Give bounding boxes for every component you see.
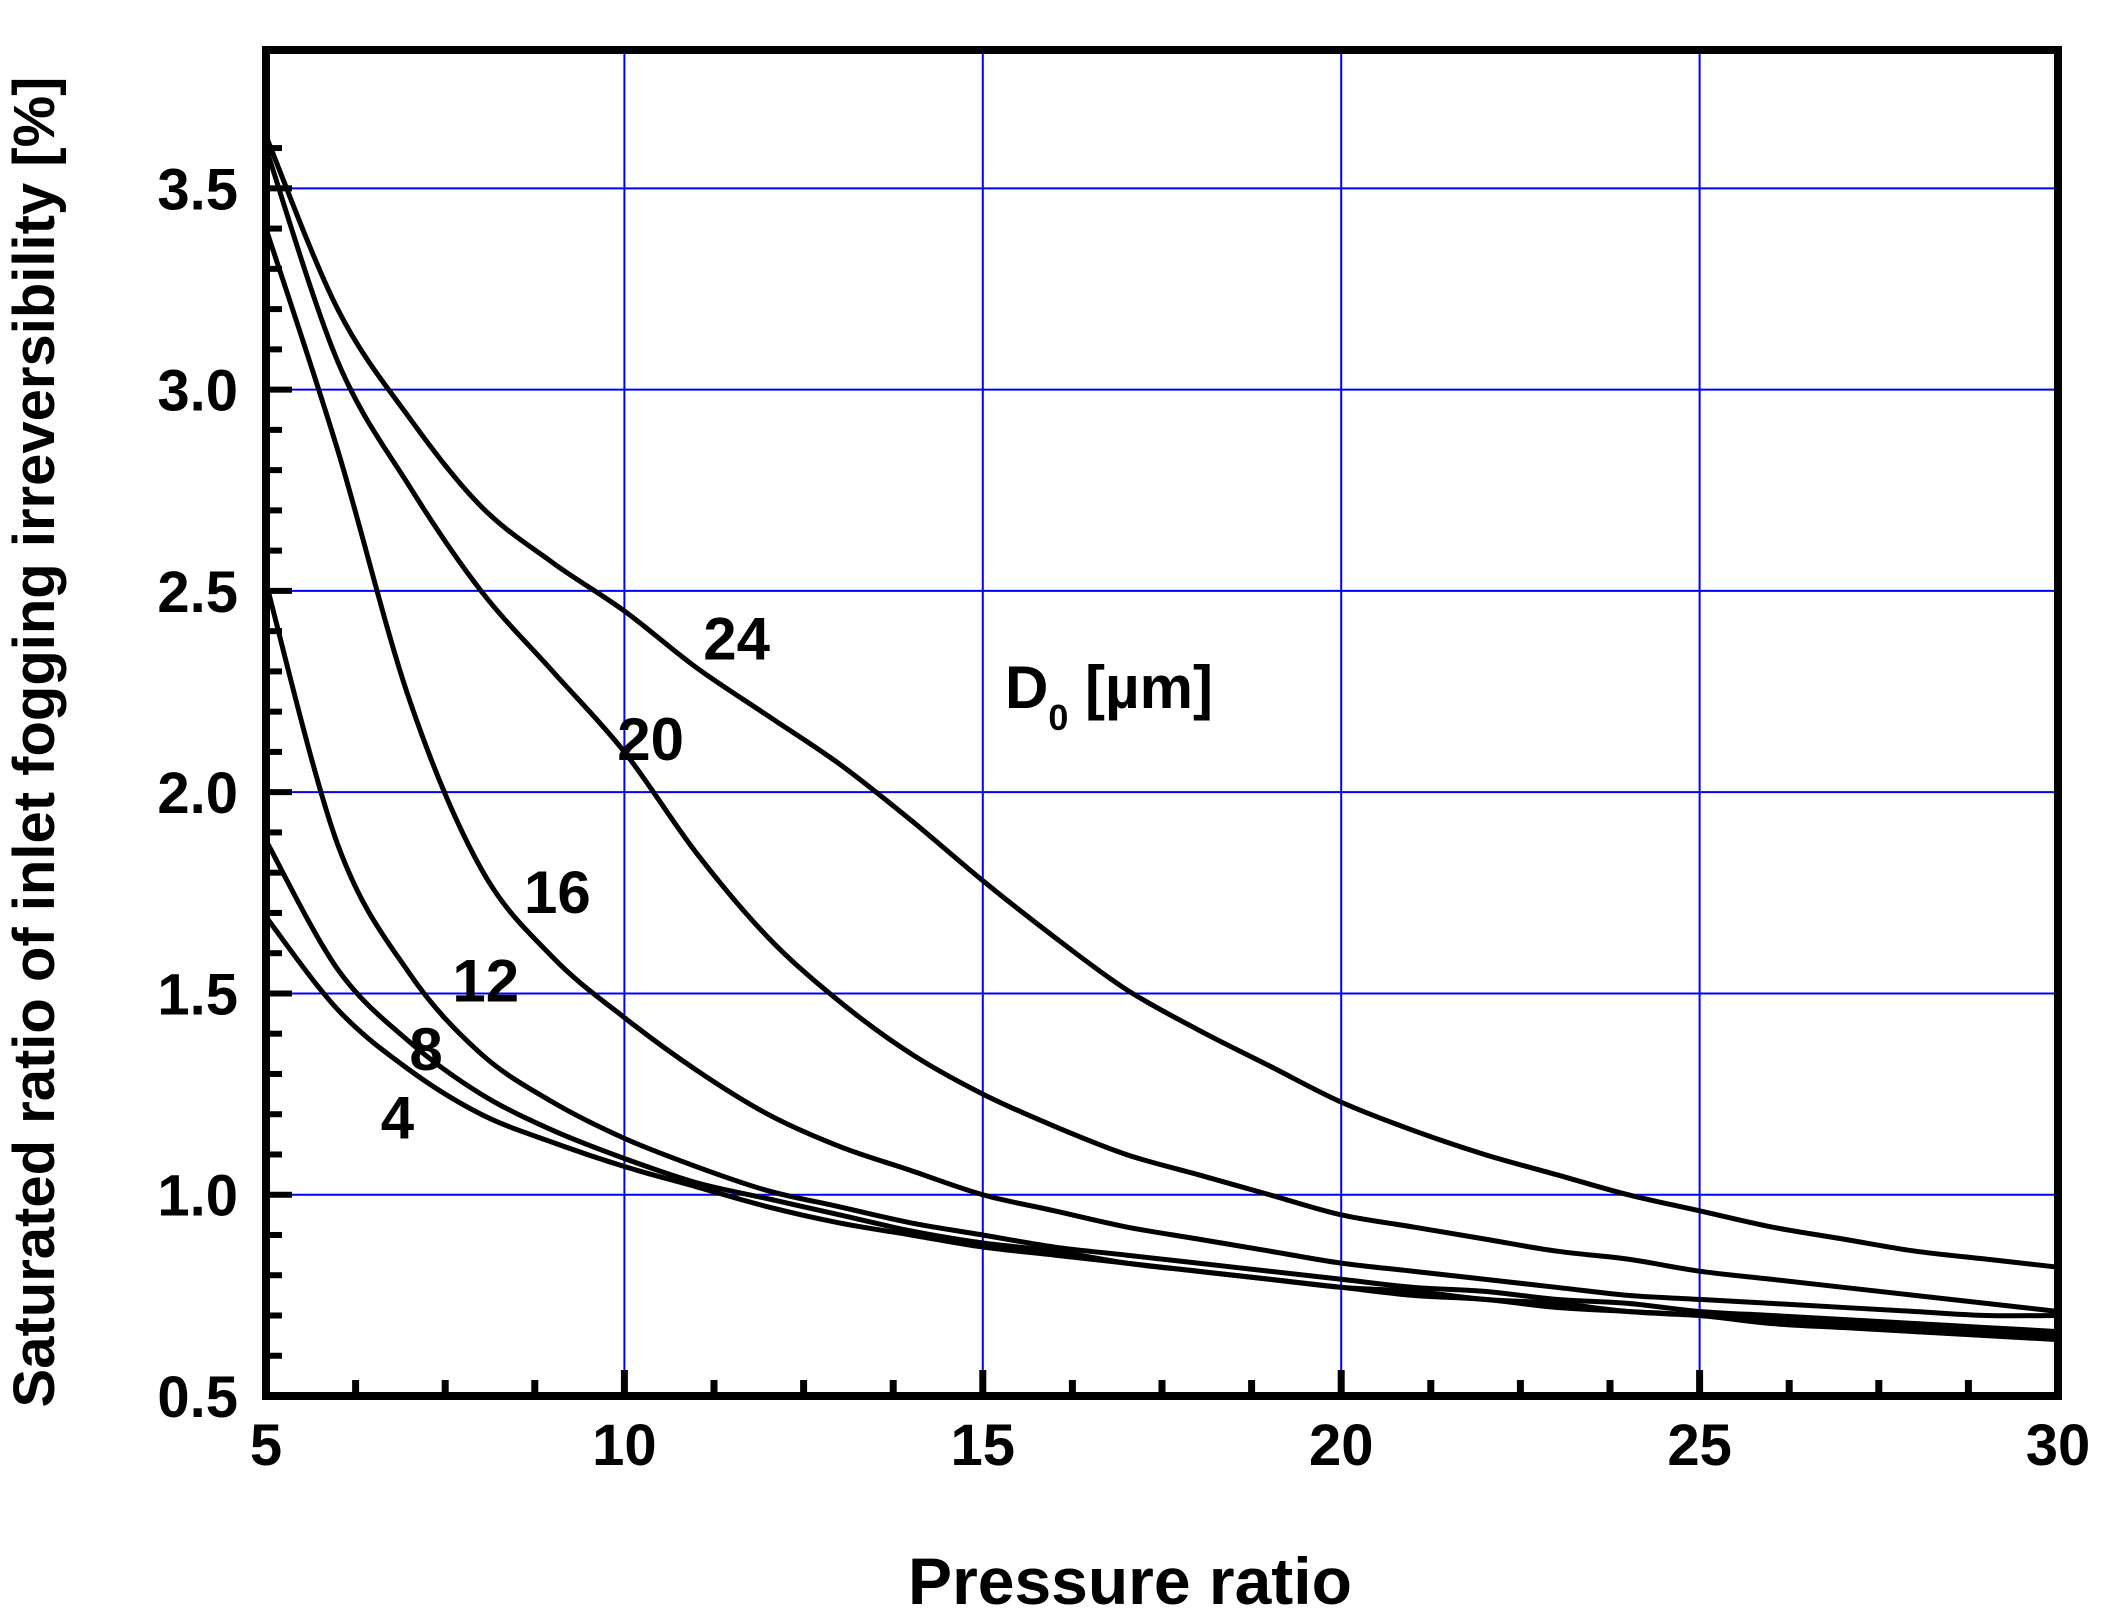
y-tick-label: 1.5 — [157, 962, 238, 1027]
series-line-4 — [264, 915, 2059, 1343]
tick-labels: 5 10 15 20 25 30 0.5 1.0 1.5 2.0 2.5 3.0 3.5 — [157, 157, 2090, 1478]
series-line-20 — [263, 147, 2059, 1314]
x-tick-label: 5 — [250, 1413, 282, 1478]
x-tick-label: 20 — [1309, 1413, 1374, 1478]
x-axis-label: Pressure ratio — [908, 1544, 1352, 1617]
series-line-12 — [263, 582, 2059, 1335]
y-tick-label: 2.5 — [157, 560, 238, 625]
x-tick-label: 30 — [2026, 1413, 2091, 1478]
plot-frame — [262, 46, 2062, 1400]
series-line-16 — [263, 227, 2059, 1319]
y-tick-label: 0.5 — [157, 1365, 238, 1430]
grid — [266, 50, 2058, 1396]
legend-title-unit: [µm] — [1068, 654, 1213, 721]
legend-title: D0 [µm] — [1005, 654, 1213, 738]
y-tick-label: 2.0 — [157, 761, 238, 826]
x-tick-label: 15 — [951, 1413, 1016, 1478]
y-tick-label: 1.0 — [157, 1164, 238, 1229]
legend-title-sub: 0 — [1048, 697, 1068, 738]
series-label-4: 4 — [381, 1084, 415, 1151]
x-tick-label: 10 — [592, 1413, 657, 1478]
series-line-8 — [263, 839, 2059, 1339]
series-label-8: 8 — [409, 1016, 442, 1083]
y-tick-label: 3.0 — [157, 359, 238, 424]
legend-title-main: D — [1005, 654, 1048, 721]
axis-ticks — [262, 145, 2062, 1399]
series-line-24 — [263, 135, 2059, 1270]
series-label-12: 12 — [452, 947, 519, 1014]
x-tick-label: 25 — [1667, 1413, 1732, 1478]
y-tick-label: 3.5 — [157, 157, 238, 222]
series-label-16: 16 — [524, 859, 591, 926]
series-lines — [263, 135, 2059, 1343]
series-label-24: 24 — [703, 605, 770, 672]
y-axis-label: Saturated ratio of inlet fogging irrever… — [2, 77, 67, 1408]
series-label-20: 20 — [617, 706, 684, 773]
